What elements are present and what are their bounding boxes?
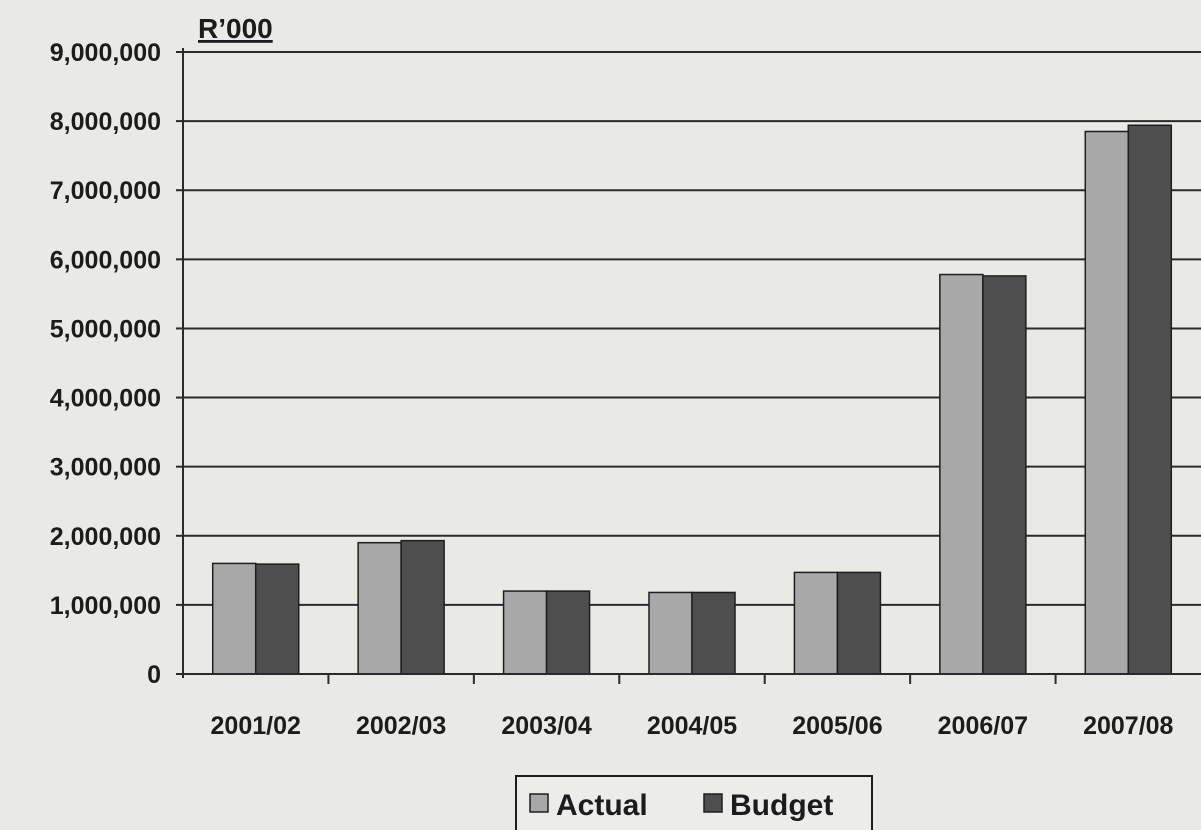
y-tick-label: 7,000,000 [50,177,161,205]
axes [176,48,1201,684]
bar-actual [793,571,839,675]
bar-actual [1084,130,1130,675]
y-tick-labels: 0 1,000,000 2,000,000 3,000,000 4,000,000 5,0… [50,39,161,689]
legend: Actual Budget [515,775,873,830]
bar-budget [691,591,736,675]
x-tick-label: 2002/03 [356,712,446,740]
bar-actual [357,541,402,675]
bar-actual [648,591,693,675]
y-tick-label: 4,000,000 [50,385,161,413]
legend-swatch-actual [529,793,549,813]
y-tick-label: 2,000,000 [50,523,161,551]
bar-budget [400,539,445,675]
gridlines [183,51,1201,606]
y-tick-label: 9,000,000 [50,39,161,67]
legend-swatch-budget [703,793,723,813]
x-tick-label: 2004/05 [647,712,737,740]
bar-actual [939,273,984,675]
x-tick-label: 2007/08 [1083,712,1173,740]
x-tick-labels: 2001/02 2002/03 2003/04 2004/05 2005/06 2006/… [211,712,1174,740]
x-tick-label: 2006/07 [938,712,1028,740]
x-tick-label: 2001/02 [211,712,301,740]
unit-label: R’000 [198,13,273,44]
y-tick-label: 5,000,000 [50,315,161,343]
y-tick-label: 8,000,000 [50,108,161,136]
bar-budget [836,571,882,675]
legend-label-actual: Actual [556,789,648,822]
bar-budget [1127,124,1173,675]
bar-budget [545,590,591,675]
legend-label-budget: Budget [730,789,833,822]
x-tick-label: 2005/06 [792,712,882,740]
y-tick-label: 6,000,000 [50,246,161,274]
legend-box [515,775,873,830]
bar-actual [211,562,257,675]
bar-actual [502,590,548,675]
bars [211,124,1173,675]
x-tick-label: 2003/04 [501,712,591,740]
y-tick-label: 0 [147,661,161,689]
bar-budget [982,275,1027,675]
y-tick-label: 1,000,000 [50,592,161,620]
bar-budget [254,563,300,675]
y-tick-label: 3,000,000 [50,454,161,482]
